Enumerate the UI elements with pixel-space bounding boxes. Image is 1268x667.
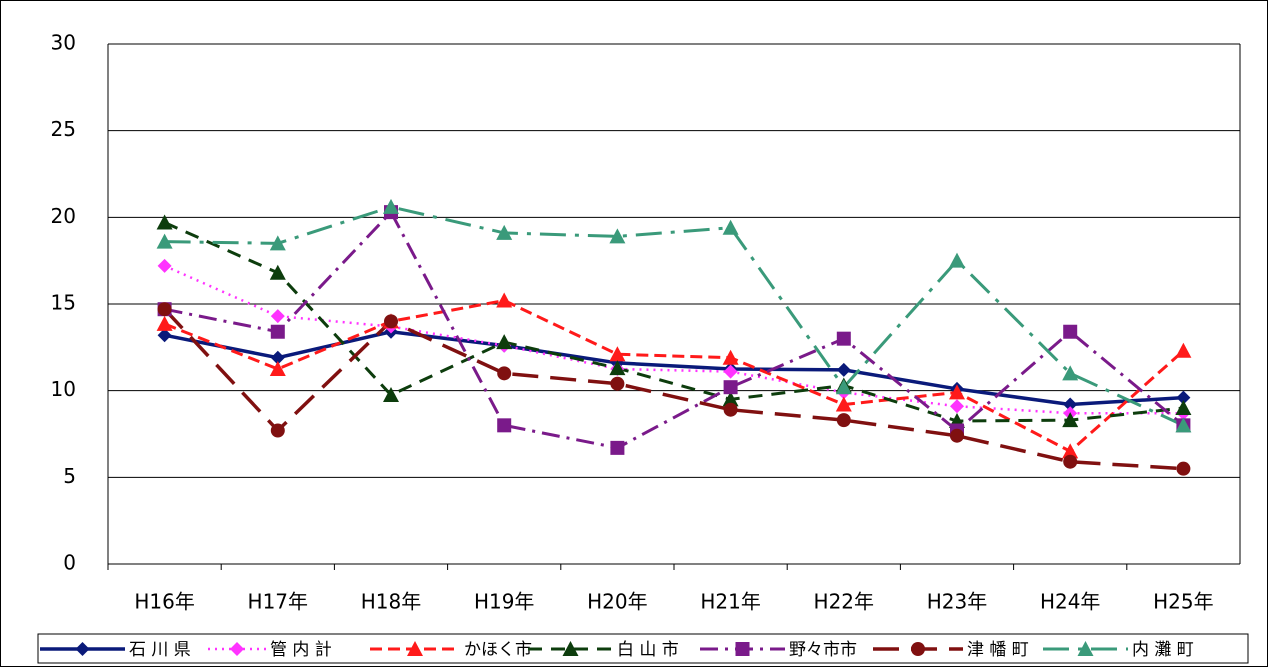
- data-point: [610, 376, 625, 391]
- data-point: [723, 402, 738, 417]
- x-tick-label: H20年: [587, 590, 648, 614]
- data-point: [1176, 390, 1191, 405]
- legend-marker: [230, 642, 244, 656]
- data-point: [609, 360, 626, 376]
- data-point: [156, 315, 173, 331]
- legend-label: 津 幡 町: [967, 640, 1029, 660]
- legend-marker: [735, 642, 750, 656]
- data-point: [383, 198, 399, 214]
- y-tick-label: 20: [51, 204, 76, 228]
- data-point: [497, 366, 512, 381]
- data-point: [1175, 342, 1192, 358]
- data-point: [270, 309, 285, 324]
- data-point: [496, 292, 513, 308]
- data-point: [156, 233, 173, 249]
- data-point: [1062, 365, 1079, 381]
- data-point: [949, 252, 965, 268]
- legend-marker: [407, 641, 423, 656]
- data-point: [157, 328, 172, 343]
- data-point: [1063, 324, 1078, 339]
- data-point: [270, 350, 285, 365]
- data-point: [609, 346, 626, 362]
- data-point: [269, 235, 286, 251]
- y-tick-label: 30: [51, 31, 76, 55]
- data-point: [1175, 400, 1192, 415]
- series-line: [164, 209, 1185, 450]
- data-point: [950, 428, 964, 443]
- series-line: [163, 221, 1184, 423]
- data-point: [496, 224, 513, 240]
- data-point: [722, 349, 739, 365]
- data-point: [157, 302, 172, 317]
- data-point: [835, 379, 852, 395]
- data-point: [610, 440, 625, 455]
- legend-label: 白 山 市: [617, 640, 679, 660]
- y-tick-label: 25: [51, 117, 76, 141]
- data-point: [1175, 417, 1192, 433]
- legend-label: 石 川 県: [129, 640, 191, 660]
- x-tick-label: H21年: [700, 590, 761, 614]
- data-point: [836, 331, 851, 346]
- data-point: [723, 364, 738, 379]
- data-point: [497, 418, 512, 433]
- legend-label: かほく市: [464, 640, 532, 660]
- data-point: [950, 399, 964, 414]
- data-point: [949, 384, 965, 400]
- y-tick-label: 10: [51, 377, 76, 401]
- data-point: [836, 413, 851, 428]
- x-tick-label: H24年: [1040, 590, 1101, 614]
- y-tick-label: 5: [63, 464, 76, 488]
- data-point: [383, 387, 399, 402]
- data-point: [1062, 443, 1079, 459]
- data-point: [723, 380, 738, 395]
- data-point: [270, 423, 285, 438]
- x-tick-label: H23年: [927, 590, 988, 614]
- data-point: [269, 264, 286, 280]
- legend-marker: [911, 642, 925, 656]
- data-point: [269, 361, 286, 376]
- data-point: [722, 391, 739, 407]
- series-line: [164, 205, 1185, 427]
- legend-marker: [75, 642, 90, 656]
- data-point: [1063, 397, 1078, 412]
- data-point: [1176, 461, 1191, 476]
- data-point: [157, 258, 172, 273]
- x-tick-label: H17年: [248, 590, 309, 614]
- data-point: [609, 228, 626, 244]
- data-point: [1063, 454, 1078, 469]
- data-point: [496, 334, 513, 350]
- data-point: [384, 314, 398, 329]
- x-tick-label: H22年: [814, 590, 875, 614]
- data-point: [270, 324, 285, 339]
- series-line: [164, 298, 1185, 454]
- data-point: [156, 214, 173, 230]
- data-point: [722, 219, 739, 235]
- x-tick-label: H19年: [474, 590, 535, 614]
- data-point: [835, 396, 852, 412]
- legend-label: 管 内 計: [270, 640, 332, 660]
- y-tick-label: 15: [51, 291, 76, 315]
- x-tick-label: H16年: [134, 590, 195, 614]
- y-tick-label: 0: [63, 551, 76, 575]
- x-tick-label: H18年: [361, 590, 422, 614]
- legend-marker: [1077, 641, 1094, 656]
- legend-label: 内 灘 町: [1132, 640, 1194, 660]
- data-point: [836, 362, 851, 377]
- legend-marker: [562, 641, 579, 656]
- legend-label: 野々市市: [789, 640, 857, 660]
- data-point: [1062, 412, 1079, 428]
- series-line: [163, 308, 1184, 471]
- x-tick-label: H25年: [1153, 590, 1214, 614]
